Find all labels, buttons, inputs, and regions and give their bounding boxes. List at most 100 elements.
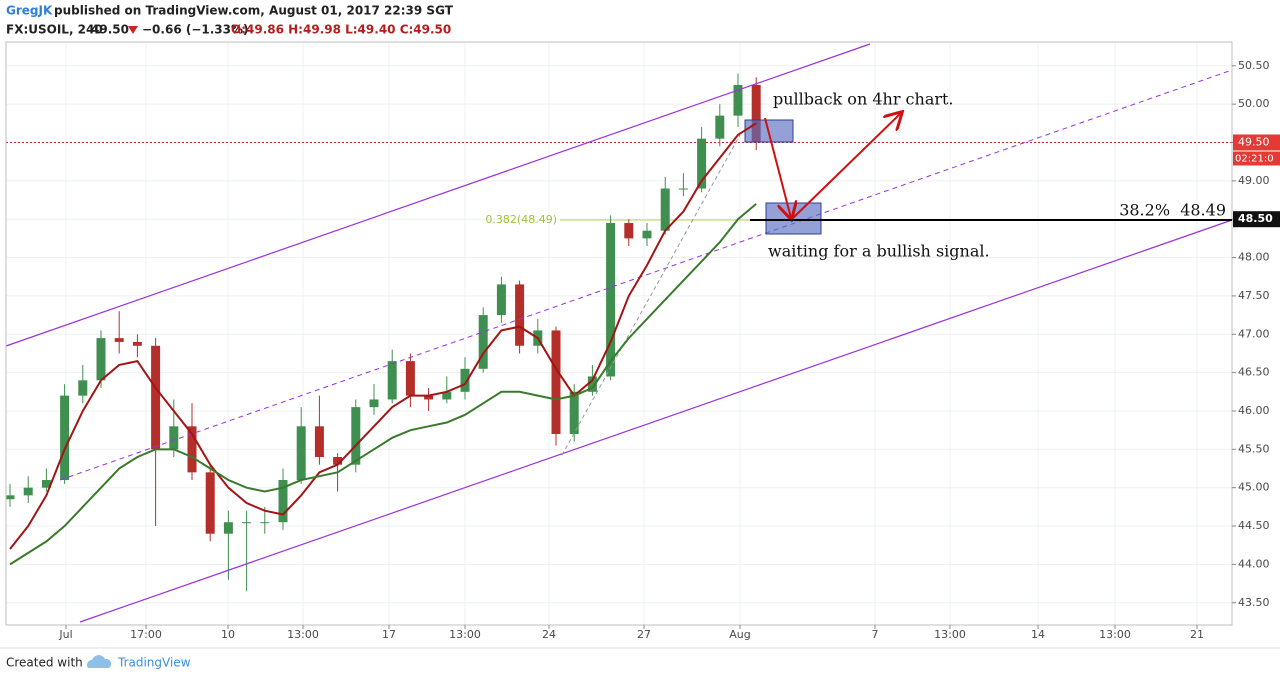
y-tick-label: 46.50 [1238,366,1270,379]
countdown-tag [1233,151,1280,166]
candle-body [606,223,616,377]
down-icon [128,26,138,34]
candle-body [733,84,743,116]
candle-body [551,330,561,434]
plot-frame [5,41,1233,626]
arrow [764,117,791,218]
x-tick-label: 13:00 [449,628,481,641]
candle-body [351,407,361,465]
footer-text: Created with [6,656,83,670]
candle-body [387,361,397,400]
x-tick-label: 21 [1190,628,1204,641]
countdown: 02:21:0 [1235,153,1274,164]
candle-body [114,338,124,342]
candle-body [242,522,252,524]
candle-body [587,376,597,392]
candle-body [169,426,179,450]
candle-body [333,457,343,465]
candle-body [60,395,70,481]
annotation: pullback on 4hr chart. [773,90,954,109]
x-tick-label: 13:00 [1099,628,1131,641]
x-tick-label: Aug [729,628,750,641]
candle-body [697,138,707,189]
candle-body [187,426,197,473]
candle-body [496,284,506,316]
candle-body [460,368,470,392]
candle-body [41,480,51,488]
y-tick-label: 50.00 [1238,97,1270,110]
candle-body [278,480,288,523]
y-tick-label: 47.50 [1238,289,1270,302]
grid [6,42,1232,625]
candle-body [515,284,525,346]
candle-body [96,338,106,381]
candle-body [715,115,725,139]
x-tick-label: 13:00 [287,628,319,641]
x-tick-label: 17 [382,628,396,641]
y-tick-label: 48.00 [1238,251,1270,264]
candle-body [624,223,634,239]
level-tag [1233,211,1280,228]
price-tag-label: 49.50 [1238,135,1270,148]
candle-body [23,487,33,496]
channel-upper [5,43,871,347]
x-tick-label: 7 [872,628,879,641]
plot [5,73,761,592]
x-tick-label: 10 [221,628,235,641]
symbol: FX:USOIL, 240 [6,23,103,37]
candle-body [223,522,233,534]
candle-body [151,345,161,450]
x-tick-label: 13:00 [934,628,966,641]
candle-body [660,188,670,231]
y-tick-label: 44.00 [1238,557,1270,570]
y-tick-label: 44.50 [1238,519,1270,532]
trend-dashed [561,134,741,456]
y-tick-label: 46.00 [1238,404,1270,417]
candle-body [260,522,270,524]
candle-body [569,391,579,434]
annotation: waiting for a bullish signal. [768,242,990,261]
y-tick-label: 45.00 [1238,481,1270,494]
ohlc: O:49.86 H:49.98 L:49.40 C:49.50 [231,23,451,37]
candle-body [405,361,415,396]
channel-lower [79,219,1233,623]
change: −0.66 (−1.33%) [142,23,249,37]
x-tick-label: 17:00 [130,628,162,641]
candle-body [296,426,306,481]
price-tag [1233,134,1280,151]
fib-label: 0.382(48.49) [485,213,557,226]
arrow [792,113,901,219]
y-tick-label: 50.50 [1238,59,1270,72]
x-tick-label: Jul [58,628,72,641]
y-tick-label: 49.00 [1238,174,1270,187]
candle-body [751,84,761,143]
candle-body [678,188,688,190]
level-tag-label: 48.50 [1238,212,1273,225]
brand-icon [86,655,112,668]
y-tick-label: 47.00 [1238,327,1270,340]
candle-body [424,395,434,400]
candle-body [369,399,379,408]
candle-body [314,426,324,458]
candle-body [5,495,15,500]
x-tick-label: 14 [1031,628,1045,641]
x-tick-label: 27 [637,628,651,641]
y-tick-label: 43.50 [1238,596,1270,609]
candle-body [78,380,88,396]
moving-average [9,203,757,566]
x-tick-label: 24 [542,628,556,641]
brand[interactable]: TradingView [117,656,191,670]
candle-body [205,472,215,534]
candle-body [478,315,488,369]
published: published on TradingView.com, August 01,… [54,4,454,18]
candle-body [442,391,452,400]
moving-average [9,122,757,550]
fib-annotation: 38.2% 48.49 [1119,200,1226,219]
candle-body [132,341,142,346]
overlay [9,122,757,566]
y-tick-label: 45.50 [1238,442,1270,455]
author[interactable]: GregJK [6,4,53,18]
candle-body [642,230,652,239]
